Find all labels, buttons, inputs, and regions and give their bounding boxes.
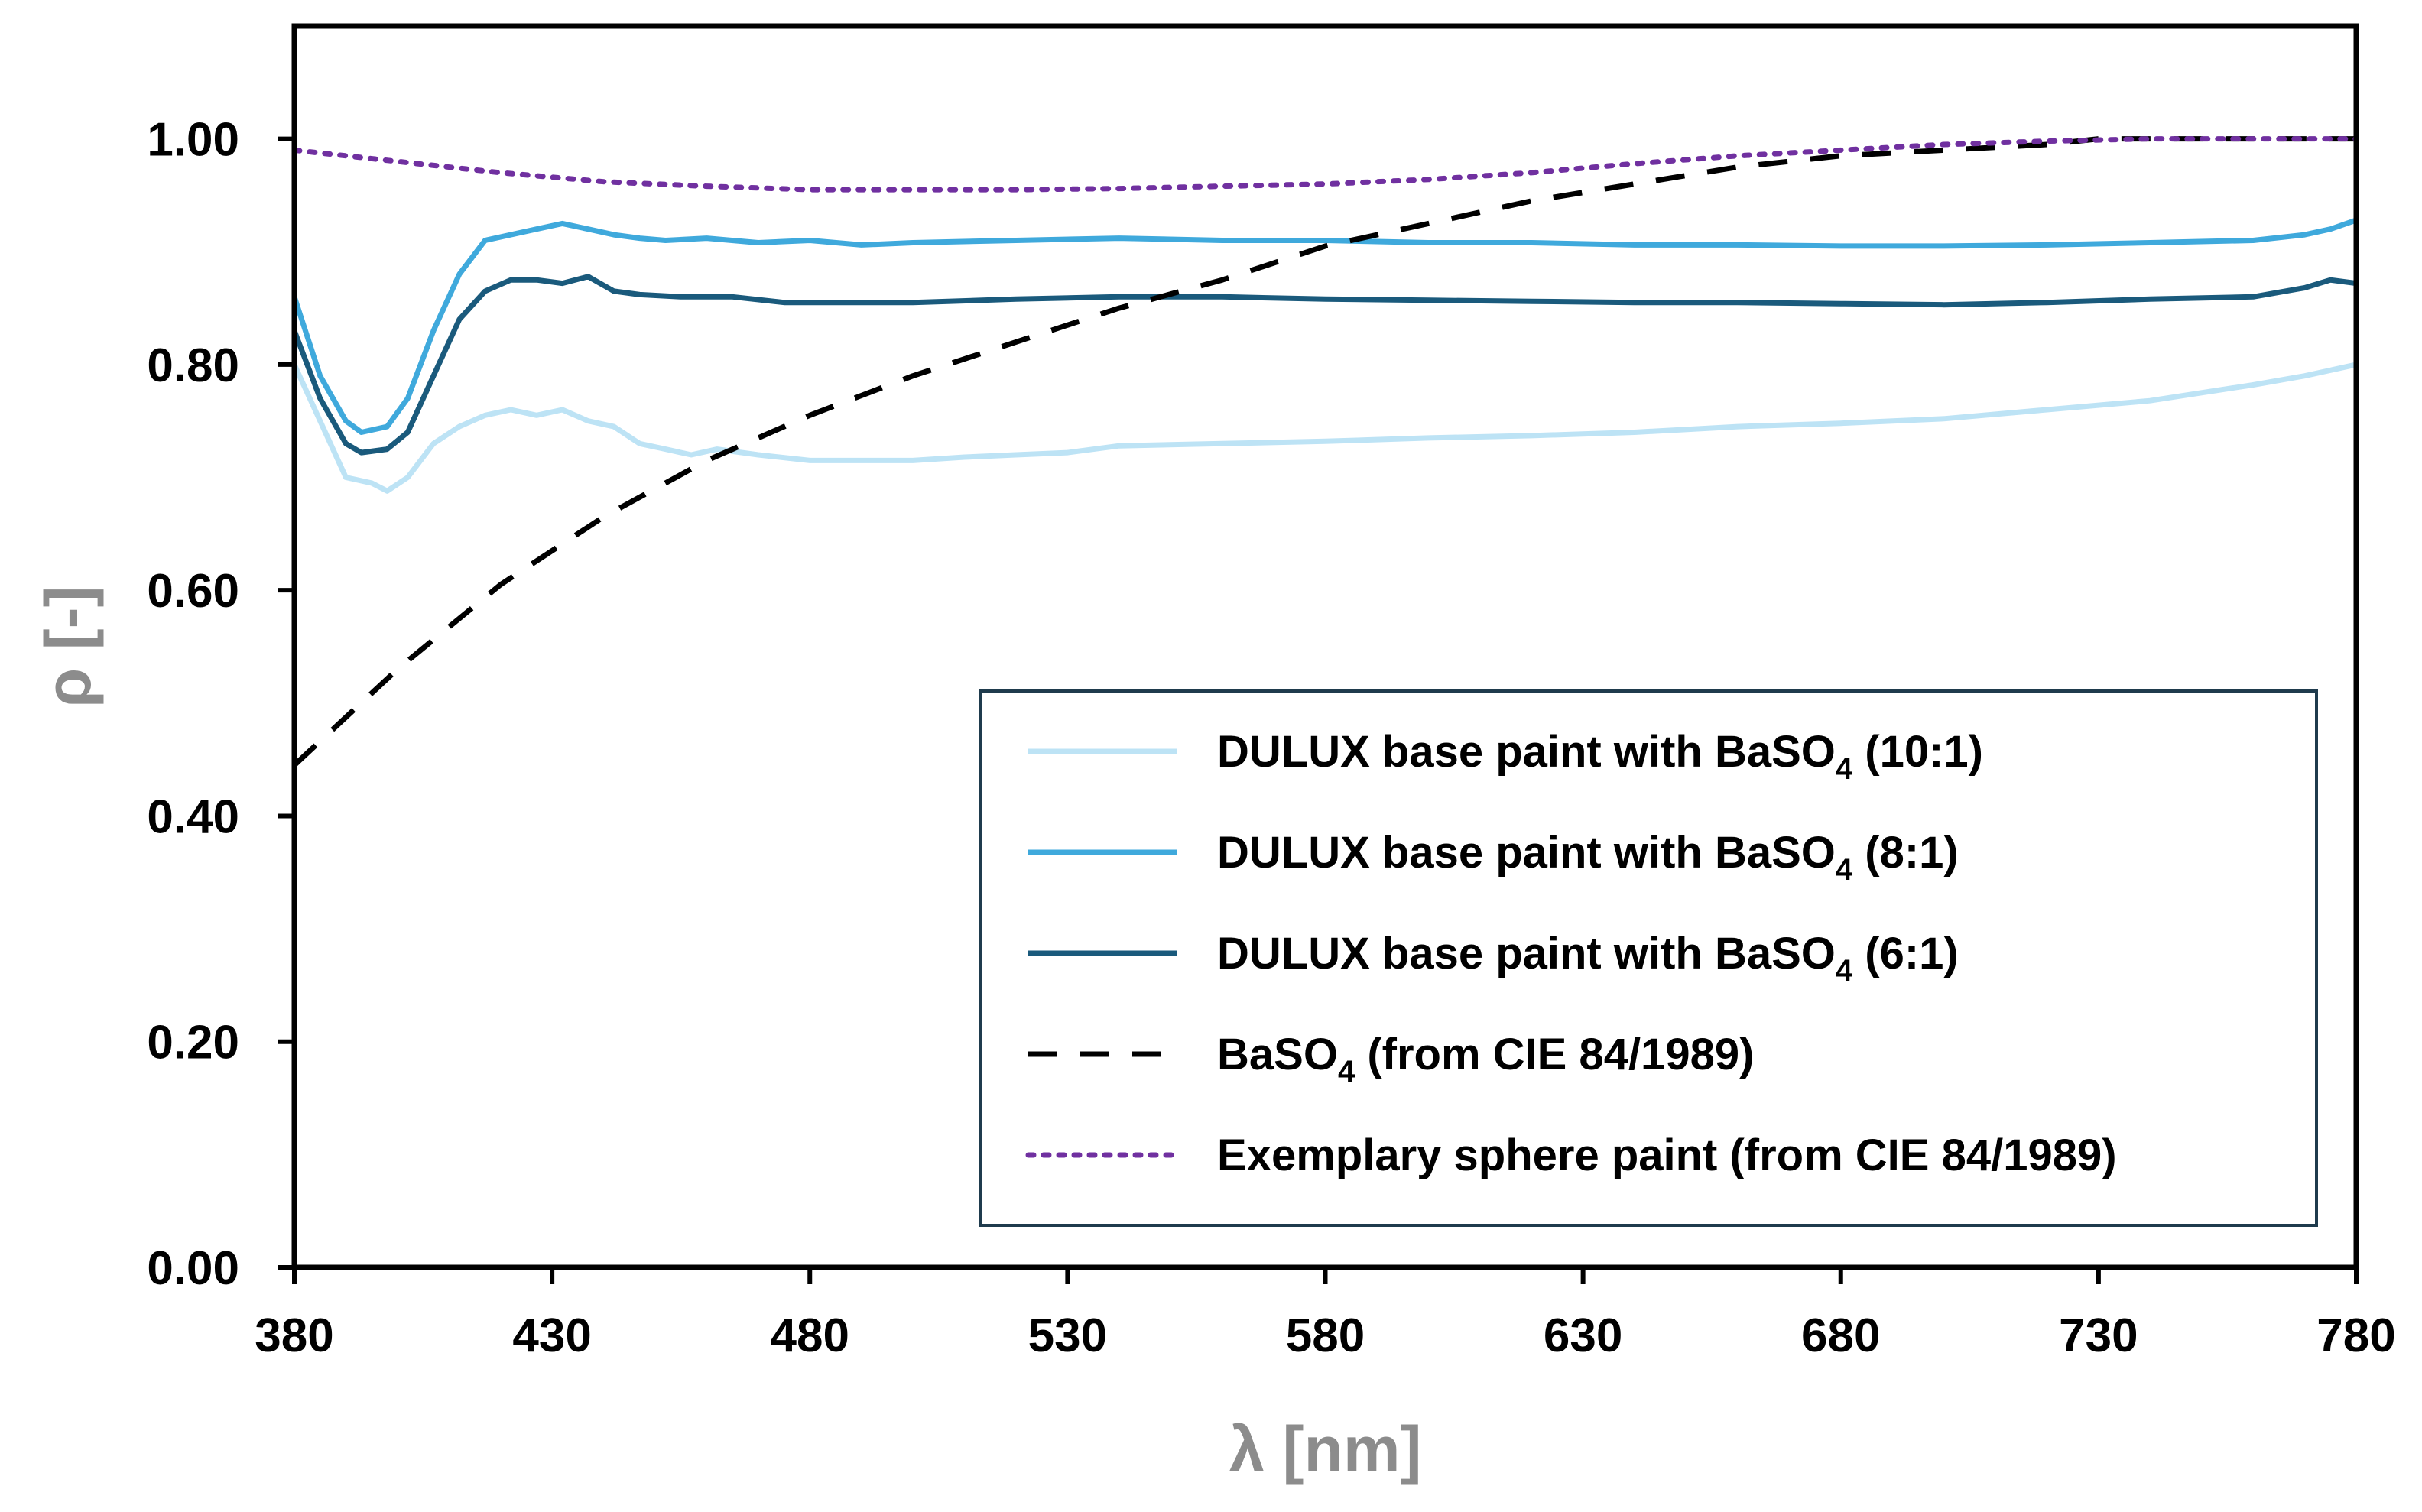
- x-tick-label: 480: [771, 1309, 849, 1362]
- y-tick-label: 1.00: [147, 114, 239, 167]
- x-tick-label: 730: [2059, 1309, 2138, 1362]
- y-axis-ticks: 0.00 0.20 0.40 0.60 0.80 1.00: [147, 114, 294, 1295]
- y-tick-label: 0.20: [147, 1017, 239, 1069]
- plot-lines: [291, 136, 2359, 767]
- y-tick-label: 0.40: [147, 790, 239, 843]
- series-line-2: [291, 217, 2358, 435]
- x-tick-label: 630: [1544, 1309, 1622, 1362]
- legend-label-5: Exemplary sphere paint (from CIE 84/1989…: [1217, 1131, 2117, 1180]
- legend-label-3: DULUX base paint with BaSO4 (6:1): [1217, 929, 1959, 988]
- legend-label-1: DULUX base paint with BaSO4 (10:1): [1217, 727, 1983, 786]
- legend-label-2: DULUX base paint with BaSO4 (8:1): [1217, 828, 1959, 887]
- x-tick-label: 380: [255, 1309, 333, 1362]
- series-line-3: [291, 274, 2357, 456]
- legend-label-4: BaSO4 (from CIE 84/1989): [1217, 1030, 1754, 1089]
- y-tick-label: 0.80: [147, 339, 239, 392]
- y-tick-label: 0.60: [147, 565, 239, 618]
- legend-box: [979, 689, 2318, 1227]
- x-tick-label: 530: [1028, 1309, 1107, 1362]
- x-tick-label: 680: [1801, 1309, 1880, 1362]
- series-line-4: [292, 136, 2356, 767]
- series-line-1: [291, 362, 2357, 494]
- y-axis-title: ρ [-]: [32, 586, 104, 707]
- x-tick-label: 580: [1286, 1309, 1365, 1362]
- x-tick-label: 780: [2316, 1309, 2395, 1362]
- y-tick-label: 0.00: [147, 1242, 239, 1295]
- x-tick-label: 430: [512, 1309, 591, 1362]
- x-axis-title: λ [nm]: [1229, 1413, 1422, 1485]
- x-axis-ticks: 380 430 480 530 580 630 680 730 780: [255, 1267, 2396, 1362]
- legend: DULUX base paint with BaSO4 (10:1) DULUX …: [979, 689, 2318, 1227]
